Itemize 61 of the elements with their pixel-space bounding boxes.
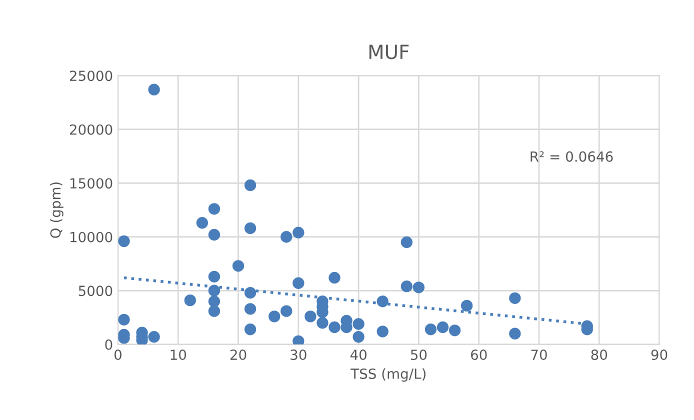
point — [292, 335, 304, 344]
point — [400, 280, 413, 292]
point — [376, 296, 388, 308]
x-tick-label: 70 — [531, 350, 547, 360]
point — [292, 226, 304, 238]
x-tick-label: 60 — [470, 350, 487, 360]
point — [316, 317, 328, 329]
point — [118, 235, 130, 248]
y-axis-title: Q (gpm) — [50, 182, 64, 238]
point — [460, 300, 473, 312]
point — [208, 203, 220, 215]
y-tick-label: 15000 — [70, 178, 112, 189]
y-tick-label: 10000 — [70, 232, 112, 242]
point — [148, 331, 160, 343]
point — [244, 303, 256, 315]
x-tick-label: 40 — [350, 350, 366, 360]
point — [376, 326, 388, 338]
x-tick-label: 80 — [591, 350, 608, 360]
point — [509, 328, 521, 340]
y-tick-label: 25000 — [70, 70, 112, 82]
annotation: R² = 0.0646 — [530, 151, 613, 162]
y-tick-label: 5000 — [78, 286, 112, 296]
point — [352, 331, 364, 343]
point — [232, 260, 244, 272]
point — [292, 277, 304, 289]
point — [400, 236, 413, 248]
point — [208, 228, 220, 241]
point — [268, 310, 280, 322]
x-tick-label: 10 — [170, 350, 186, 360]
point — [148, 84, 160, 96]
chart-title: MUF — [369, 44, 409, 60]
point — [244, 324, 256, 336]
point — [208, 270, 220, 283]
point — [328, 272, 340, 284]
point — [244, 286, 256, 299]
point — [304, 310, 316, 322]
point — [208, 296, 220, 308]
point — [208, 284, 220, 296]
y-tick-label: 20000 — [70, 124, 112, 135]
point — [208, 305, 220, 317]
point — [184, 294, 196, 306]
x-tick-label: 90 — [651, 350, 668, 360]
point — [196, 217, 208, 229]
point — [118, 314, 130, 326]
point — [280, 231, 292, 243]
point — [244, 179, 256, 192]
point — [352, 318, 364, 330]
x-tick-label: 50 — [410, 350, 427, 360]
x-tick-label: 0 — [114, 350, 122, 360]
point — [280, 305, 292, 317]
point — [328, 321, 340, 334]
point — [412, 282, 425, 294]
point — [244, 222, 256, 234]
point — [509, 292, 521, 304]
x-tick-label: 30 — [290, 350, 306, 360]
point — [424, 324, 437, 336]
point — [448, 324, 461, 336]
x-axis-title: TSS (mg/L) — [350, 368, 426, 382]
point — [436, 321, 449, 334]
y-tick-label: 0 — [105, 339, 112, 350]
x-tick-label: 20 — [230, 350, 246, 360]
